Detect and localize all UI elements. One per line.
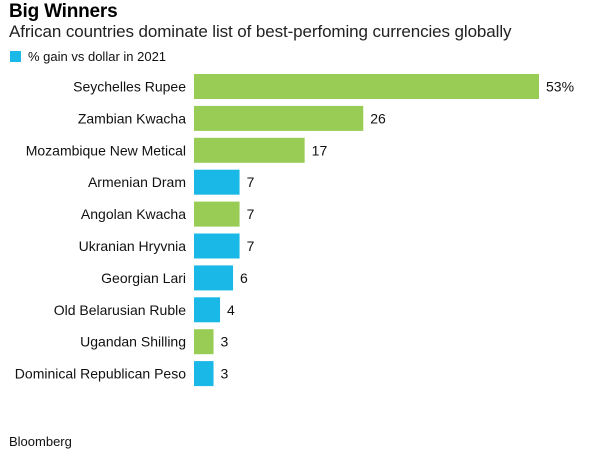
bar <box>194 297 221 323</box>
bar <box>194 169 240 195</box>
value-label: 26 <box>370 110 386 126</box>
bar <box>194 329 214 355</box>
bar <box>194 74 539 99</box>
value-label: 4 <box>227 302 235 318</box>
value-label: 7 <box>247 174 255 190</box>
category-label: Mozambique New Metical <box>26 142 186 158</box>
bar <box>194 137 305 163</box>
category-label: Seychelles Rupee <box>73 79 186 95</box>
bar <box>194 361 214 387</box>
category-label: Angolan Kwacha <box>81 206 186 222</box>
category-label: Dominical Republican Peso <box>15 366 186 382</box>
bar <box>194 201 240 227</box>
value-label: 3 <box>221 366 229 382</box>
value-label: 3 <box>221 334 229 350</box>
category-label: Zambian Kwacha <box>78 110 186 126</box>
category-label: Ukranian Hryvnia <box>79 238 187 254</box>
legend-label: % gain vs dollar in 2021 <box>28 48 167 64</box>
category-label: Georgian Lari <box>101 270 186 286</box>
value-label: 7 <box>247 206 255 222</box>
bar <box>194 105 364 131</box>
bar <box>194 233 240 259</box>
value-label: 7 <box>247 238 255 254</box>
source-credit: Bloomberg <box>9 434 72 449</box>
value-label: 17 <box>312 142 328 158</box>
category-label: Armenian Dram <box>88 174 186 190</box>
bar-chart: Seychelles Rupee 53% Zambian Kwacha 26 Mozam… <box>15 74 574 387</box>
legend: % gain vs dollar in 2021 <box>10 48 166 64</box>
value-label: 53% <box>546 79 574 95</box>
category-label: Ugandan Shilling <box>80 334 186 350</box>
bar <box>194 265 234 291</box>
chart-subtitle: African countries dominate list of best-… <box>9 22 512 41</box>
value-label: 6 <box>240 270 248 286</box>
category-label: Old Belarusian Ruble <box>54 302 187 318</box>
chart-title: Big Winners <box>9 1 118 22</box>
legend-swatch <box>10 50 21 62</box>
